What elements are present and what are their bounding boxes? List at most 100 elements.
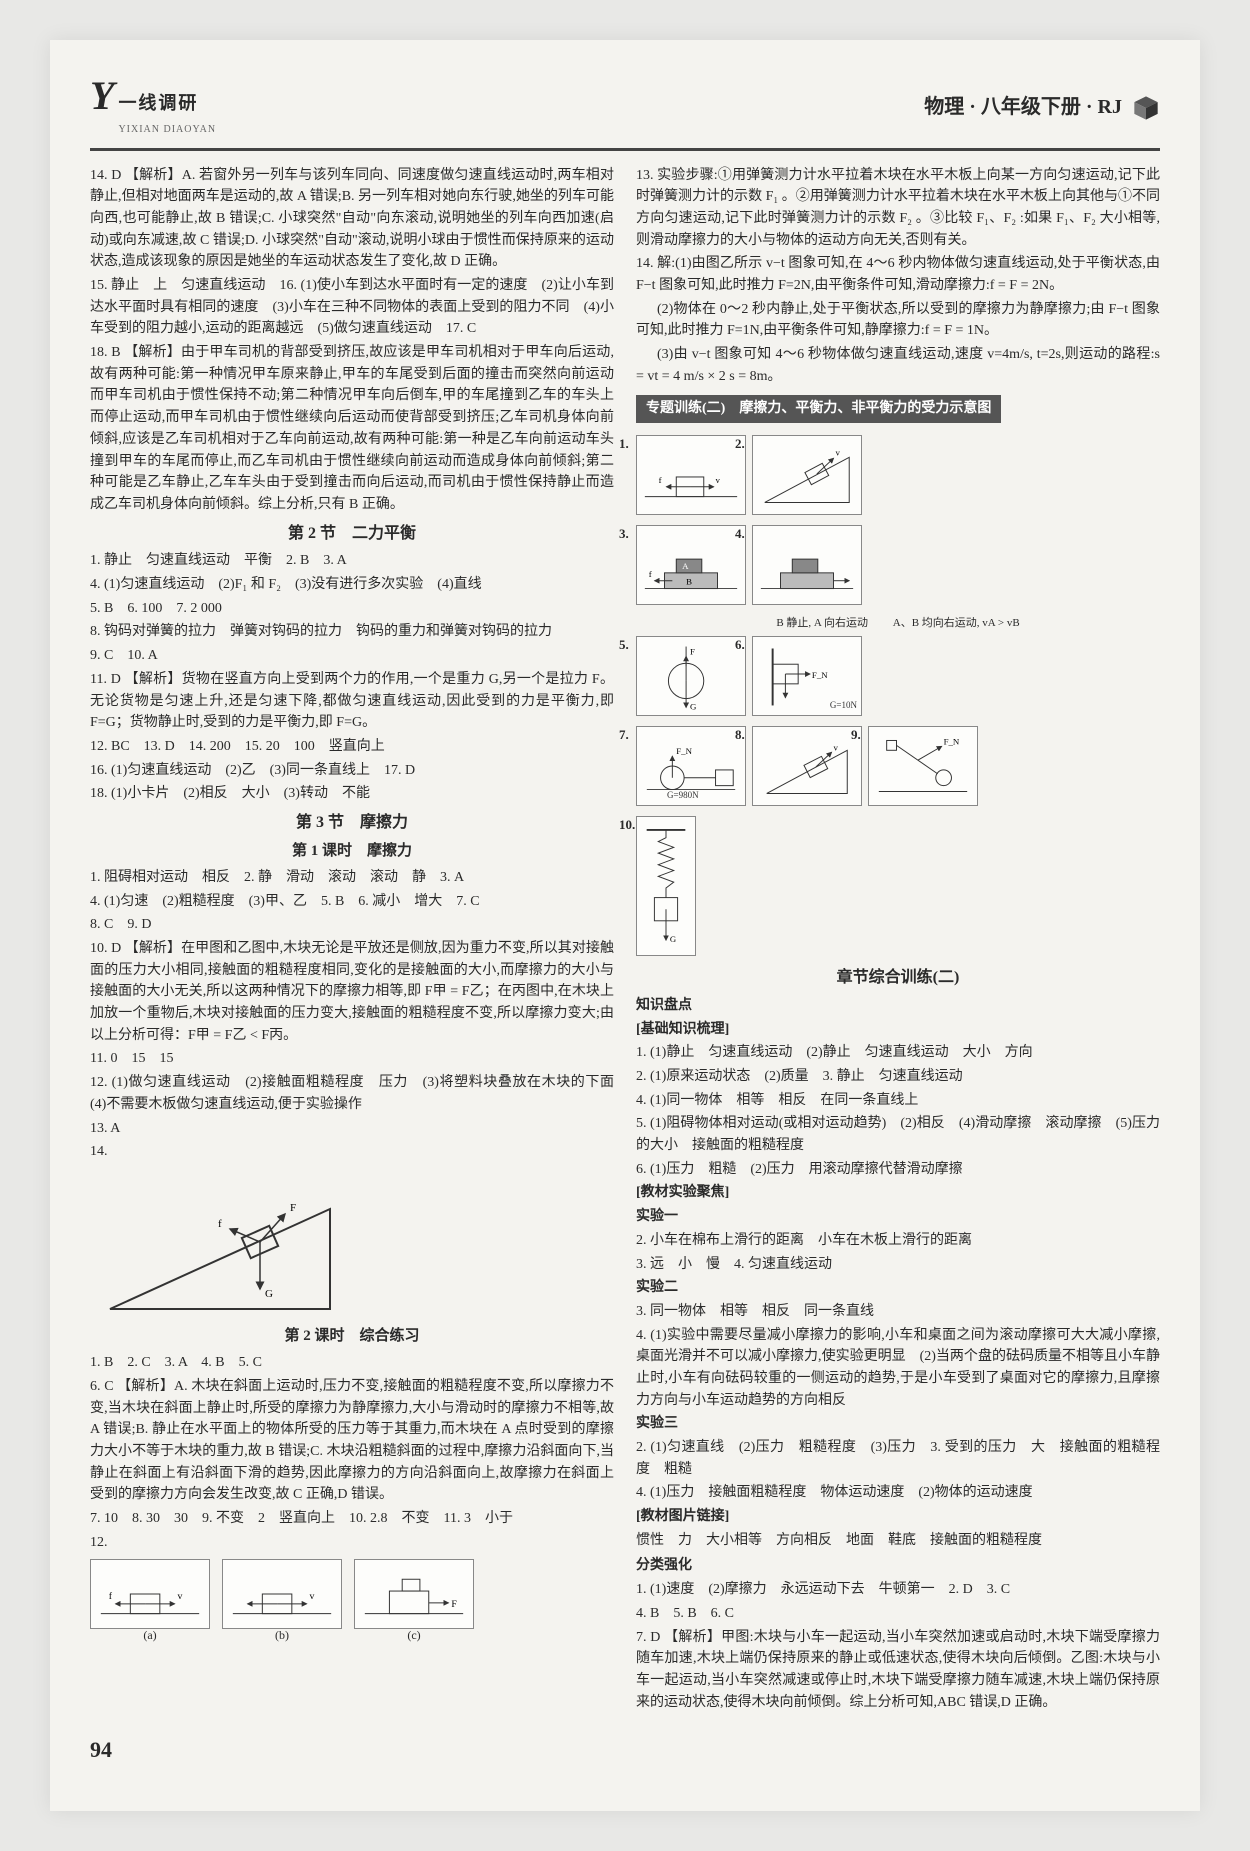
q12-diagram-a: f v (a) — [90, 1559, 210, 1629]
q12-diagram-c: F (c) — [354, 1559, 474, 1629]
kb-1: 1. (1)静止 匀速直线运动 (2)静止 匀速直线运动 大小 方向 — [636, 1042, 1160, 1064]
s3-7: 13. A — [90, 1118, 614, 1140]
cube-icon — [1132, 94, 1160, 122]
svg-text:A: A — [682, 561, 689, 571]
diagram-row-4: 7. F_N G=980N 8. — [636, 726, 1160, 806]
kb-3: 4. (1)同一物体 相等 相反 在同一条直线上 — [636, 1090, 1160, 1112]
svg-text:f: f — [218, 1218, 222, 1230]
svg-text:v: v — [835, 448, 840, 458]
svg-text:F: F — [451, 1599, 457, 1610]
s3b-4: 12. — [90, 1532, 614, 1554]
svg-text:F: F — [690, 647, 695, 657]
s3-2: 4. (1)匀速 (2)粗糙程度 (3)甲、乙 5. B 6. 减小 增大 7.… — [90, 891, 614, 913]
link-body: 惯性 力 大小相等 方向相反 地面 鞋底 接触面的粗糙程度 — [636, 1530, 1160, 1552]
diagram-6: 6. F_N G=10N — [752, 636, 862, 716]
svg-text:F: F — [290, 1202, 296, 1214]
kb-2: 2. (1)原来运动状态 (2)质量 3. 静止 匀速直线运动 — [636, 1066, 1160, 1088]
exp-title: [教材实验聚焦] — [636, 1182, 1160, 1204]
header-right: 物理 · 八年级下册 · RJ — [924, 92, 1160, 123]
diagram-2: 2. v — [752, 435, 862, 515]
q12-label-b: (b) — [275, 1626, 289, 1645]
r-q13: 13. 实验步骤:①用弹簧测力计水平拉着木块在水平木板上向某一方向匀速运动,记下… — [636, 165, 1160, 252]
fq-title: 分类强化 — [636, 1555, 1160, 1577]
diagram-8: 8. v — [752, 726, 862, 806]
q12-label-c: (c) — [407, 1626, 420, 1645]
s3-1: 1. 阻碍相对运动 相反 2. 静 滑动 滚动 滚动 静 3. A — [90, 867, 614, 889]
s3-5: 11. 0 15 15 — [90, 1048, 614, 1070]
s2-8: 16. (1)匀速直线运动 (2)乙 (3)同一条直线上 17. D — [90, 760, 614, 782]
diagram-5: 5. G F — [636, 636, 746, 716]
fq-1: 1. (1)速度 (2)摩擦力 永远运动下去 牛顿第一 2. D 3. C — [636, 1579, 1160, 1601]
q12-diagram-b: v (b) — [222, 1559, 342, 1629]
svg-text:F_N: F_N — [944, 737, 960, 747]
s2-9: 18. (1)小卡片 (2)相反 大小 (3)转动 不能 — [90, 783, 614, 805]
diagram-row-3: 5. G F 6. F_ — [636, 636, 1160, 716]
svg-text:G: G — [670, 934, 676, 944]
fq-3: 7. D 【解析】甲图:木块与小车一起运动,当小车突然加速或启动时,木块下端受摩… — [636, 1627, 1160, 1714]
header-subject: 物理 · 八年级下册 · RJ — [924, 92, 1122, 123]
left-column: 14. D 【解析】A. 若窗外另一列车与该列车同向、同速度做匀速直线运动时,两… — [90, 165, 614, 1716]
header-pinyin: YIXIAN DIAOYAN — [118, 124, 216, 135]
svg-text:v: v — [310, 1591, 315, 1602]
section3p2-sub: 第 2 课时 综合练习 — [90, 1325, 614, 1348]
kb-5: 6. (1)压力 粗糙 (2)压力 用滚动摩擦代替滑动摩擦 — [636, 1159, 1160, 1181]
q14-text: 14. D 【解析】A. 若窗外另一列车与该列车同向、同速度做匀速直线运动时,两… — [90, 165, 614, 273]
page-header: Y 一线调研 YIXIAN DIAOYAN 物理 · 八年级下册 · RJ — [90, 76, 1160, 151]
link-title: [教材图片链接] — [636, 1506, 1160, 1528]
exp2-2: 4. (1)实验中需要尽量减小摩擦力的影响,小车和桌面之间为滚动摩擦可大大减小摩… — [636, 1325, 1160, 1412]
svg-text:B: B — [686, 577, 692, 587]
q18-text: 18. B 【解析】由于甲车司机的背部受到挤压,故应该是甲车司机相对于甲车向后运… — [90, 342, 614, 516]
s2-7: 12. BC 13. D 14. 200 15. 20 100 竖直向上 — [90, 736, 614, 758]
s3-8: 14. — [90, 1141, 614, 1163]
q14-incline-diagram: G f F — [90, 1169, 350, 1319]
exp1-1: 2. 小车在棉布上滑行的距离 小车在木板上滑行的距离 — [636, 1230, 1160, 1252]
svg-text:f: f — [649, 569, 652, 579]
r-q14b: (2)物体在 0～2 秒内静止,处于平衡状态,所以受到的摩擦力为静摩擦力;由 F… — [636, 299, 1160, 342]
header-left: Y 一线调研 YIXIAN DIAOYAN — [90, 76, 216, 140]
diagram-3: 3. A B f — [636, 525, 746, 605]
svg-text:G: G — [265, 1288, 273, 1300]
exp3-1: 2. (1)匀速直线 (2)压力 粗糙程度 (3)压力 3. 受到的压力 大 接… — [636, 1437, 1160, 1480]
svg-text:v: v — [716, 475, 721, 485]
svg-text:f: f — [659, 475, 662, 485]
s2-6: 11. D 【解析】货物在竖直方向上受到两个力的作用,一个是重力 G,另一个是拉… — [90, 669, 614, 734]
section2-title: 第 2 节 二力平衡 — [90, 522, 614, 547]
kb-sub: [基础知识梳理] — [636, 1019, 1160, 1041]
diagram-row-5: 10. G — [636, 816, 1160, 956]
logo-letter: Y — [90, 76, 114, 116]
svg-text:F_N: F_N — [812, 670, 828, 680]
s3-6: 12. (1)做匀速直线运动 (2)接触面粗糙程度 压力 (3)将塑料块叠放在木… — [90, 1072, 614, 1115]
s3b-1: 1. B 2. C 3. A 4. B 5. C — [90, 1352, 614, 1374]
r-q14c: (3)由 v−t 图象可知 4～6 秒物体做匀速直线运动,速度 v=4m/s, … — [636, 344, 1160, 387]
content-columns: 14. D 【解析】A. 若窗外另一列车与该列车同向、同速度做匀速直线运动时,两… — [90, 165, 1160, 1716]
s3-4: 10. D 【解析】在甲图和乙图中,木块无论是平放还是侧放,因为重力不变,所以其… — [90, 938, 614, 1046]
diagram-1: 1. f v — [636, 435, 746, 515]
s2-5: 9. C 10. A — [90, 645, 614, 667]
s2-2: 4. (1)匀速直线运动 (2)F₁ 和 F₂ (3)没有进行多次实验 (4)直… — [90, 574, 614, 596]
svg-text:v: v — [178, 1591, 183, 1602]
q12-label-a: (a) — [143, 1626, 156, 1645]
exp2-1: 3. 同一物体 相等 相反 同一条直线 — [636, 1301, 1160, 1323]
exp1-h: 实验一 — [636, 1206, 1160, 1228]
svg-text:v: v — [834, 742, 839, 752]
s2-1: 1. 静止 匀速直线运动 平衡 2. B 3. A — [90, 550, 614, 572]
svg-text:F_N: F_N — [676, 746, 692, 756]
q12-diagrams: f v (a) v (b) — [90, 1559, 614, 1629]
topic-training-title: 专题训练(二) 摩擦力、平衡力、非平衡力的受力示意图 — [636, 395, 1001, 423]
page-number: 94 — [90, 1733, 1160, 1767]
diagram-9: 9. F_N — [868, 726, 978, 806]
s3-3: 8. C 9. D — [90, 914, 614, 936]
diagram-row-2: 3. A B f 4. — [636, 525, 1160, 605]
diagram-3-caption: B 静止, A 向右运动 A、B 均向右运动, vA > vB — [636, 615, 1160, 632]
header-title: 一线调研 — [118, 93, 198, 113]
diagram-10: 10. G — [636, 816, 696, 956]
right-column: 13. 实验步骤:①用弹簧测力计水平拉着木块在水平木板上向某一方向匀速运动,记下… — [636, 165, 1160, 1716]
diagram-4: 4. — [752, 525, 862, 605]
chapter-training-title: 章节综合训练(二) — [636, 966, 1160, 991]
s2-3: 5. B 6. 100 7. 2 000 — [90, 598, 614, 620]
exp3-h: 实验三 — [636, 1413, 1160, 1435]
section3-sub: 第 1 课时 摩擦力 — [90, 840, 614, 863]
kb-title: 知识盘点 — [636, 995, 1160, 1017]
page-container: Y 一线调研 YIXIAN DIAOYAN 物理 · 八年级下册 · RJ 14… — [50, 40, 1200, 1811]
q15-text: 15. 静止 上 匀速直线运动 16. (1)使小车到达水平面时有一定的速度 (… — [90, 275, 614, 340]
